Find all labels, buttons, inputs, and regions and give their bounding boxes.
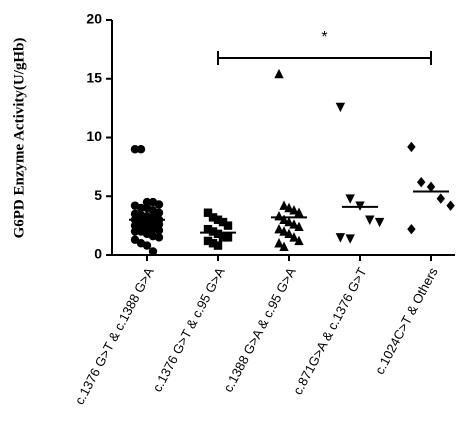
- x-tick-label: c.1376 G>T & c.95 G>A: [149, 265, 227, 395]
- x-tick-label: c.1388 G>A & c.95 G>A: [220, 265, 299, 395]
- data-point: [294, 235, 304, 246]
- x-tick-label: c.1024C>T & Others: [372, 265, 441, 377]
- data-point: [154, 208, 164, 217]
- data-point: [284, 228, 294, 239]
- data-point: [417, 176, 426, 188]
- y-tick-label: 10: [86, 128, 102, 144]
- data-point: [289, 205, 299, 215]
- data-point: [218, 233, 228, 242]
- data-point: [142, 241, 152, 250]
- y-tick-label: 15: [86, 69, 102, 85]
- data-point: [374, 217, 385, 228]
- data-point: [274, 68, 284, 79]
- data-point: [284, 202, 294, 213]
- data-point: [279, 200, 289, 210]
- data-point: [335, 102, 346, 113]
- data-point: [279, 226, 289, 236]
- data-point: [289, 219, 299, 229]
- data-point: [154, 226, 164, 235]
- y-axis-label: G6PD Enzyme Activity(U/gHb): [11, 38, 27, 239]
- data-point: [213, 215, 223, 224]
- data-point: [154, 220, 164, 229]
- data-point: [279, 241, 289, 251]
- y-tick-label: 0: [94, 246, 102, 262]
- data-point: [154, 233, 164, 242]
- data-point: [436, 193, 445, 204]
- y-tick-label: 5: [94, 187, 102, 203]
- x-tick-label: c.871G>A & c.1376 G>T: [290, 265, 370, 397]
- data-point: [446, 200, 455, 211]
- data-point: [218, 217, 228, 227]
- data-point: [208, 239, 218, 248]
- data-point: [223, 233, 233, 242]
- data-point: [407, 141, 416, 153]
- data-point: [208, 213, 218, 222]
- data-point: [130, 227, 140, 236]
- data-point: [148, 247, 158, 256]
- data-point: [279, 214, 289, 224]
- data-point: [345, 194, 355, 204]
- data-point: [345, 234, 355, 244]
- data-point: [203, 236, 213, 246]
- data-point: [136, 203, 146, 213]
- data-point: [213, 229, 223, 239]
- data-point: [294, 207, 304, 217]
- data-point: [142, 197, 152, 207]
- data-point: [335, 233, 346, 243]
- data-point: [289, 232, 299, 242]
- data-point: [130, 145, 140, 154]
- data-point: [407, 223, 416, 235]
- data-point: [365, 215, 375, 225]
- data-point: [426, 181, 436, 193]
- data-point: [284, 216, 294, 227]
- y-tick-label: 20: [86, 11, 102, 27]
- significance-bracket: [217, 51, 432, 65]
- data-point: [154, 200, 164, 209]
- data-point: [213, 241, 223, 250]
- data-point: [223, 221, 233, 230]
- data-point: [203, 224, 213, 234]
- significance-label: *: [321, 29, 327, 46]
- data-point: [203, 208, 213, 217]
- data-point: [274, 223, 284, 234]
- data-point: [208, 227, 218, 236]
- data-point: [294, 221, 304, 231]
- data-point: [136, 145, 146, 154]
- data-point: [274, 238, 284, 248]
- x-tick-label: c.1376 G>T & c.1388 G>A: [72, 265, 157, 407]
